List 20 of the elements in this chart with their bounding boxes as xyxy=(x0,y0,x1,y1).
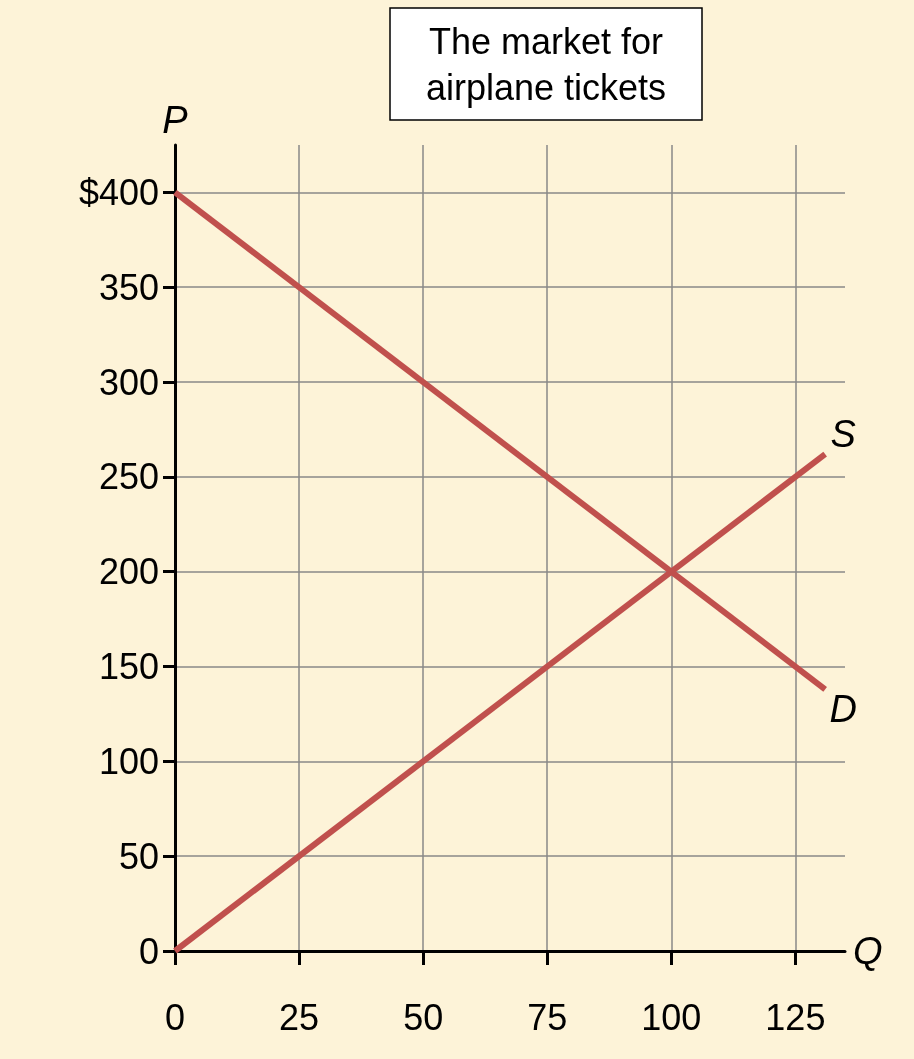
y-tick-label: 350 xyxy=(98,266,159,308)
y-tick-label: 300 xyxy=(98,361,159,403)
y-tick-label: 250 xyxy=(98,456,159,498)
y-tick-label: 200 xyxy=(98,551,159,593)
x-tick-label: 75 xyxy=(527,996,568,1038)
x-tick-label: 100 xyxy=(641,996,702,1038)
y-tick-label: $400 xyxy=(78,171,159,213)
x-tick-label: 0 xyxy=(164,996,186,1038)
y-tick-label: 150 xyxy=(98,646,159,688)
y-tick-label: 0 xyxy=(138,930,159,972)
series-label: S xyxy=(830,413,856,456)
x-tick-label: 50 xyxy=(403,996,444,1038)
x-tick-label: 25 xyxy=(279,996,320,1038)
y-tick-label: 50 xyxy=(118,835,159,877)
y-tick-label: 100 xyxy=(98,740,159,782)
x-axis-title: Q xyxy=(853,930,883,972)
series-label: D xyxy=(829,688,857,731)
x-tick-label: 125 xyxy=(765,996,826,1038)
y-axis-title: P xyxy=(162,99,189,141)
chart-title: The market for airplane tickets xyxy=(425,20,667,108)
